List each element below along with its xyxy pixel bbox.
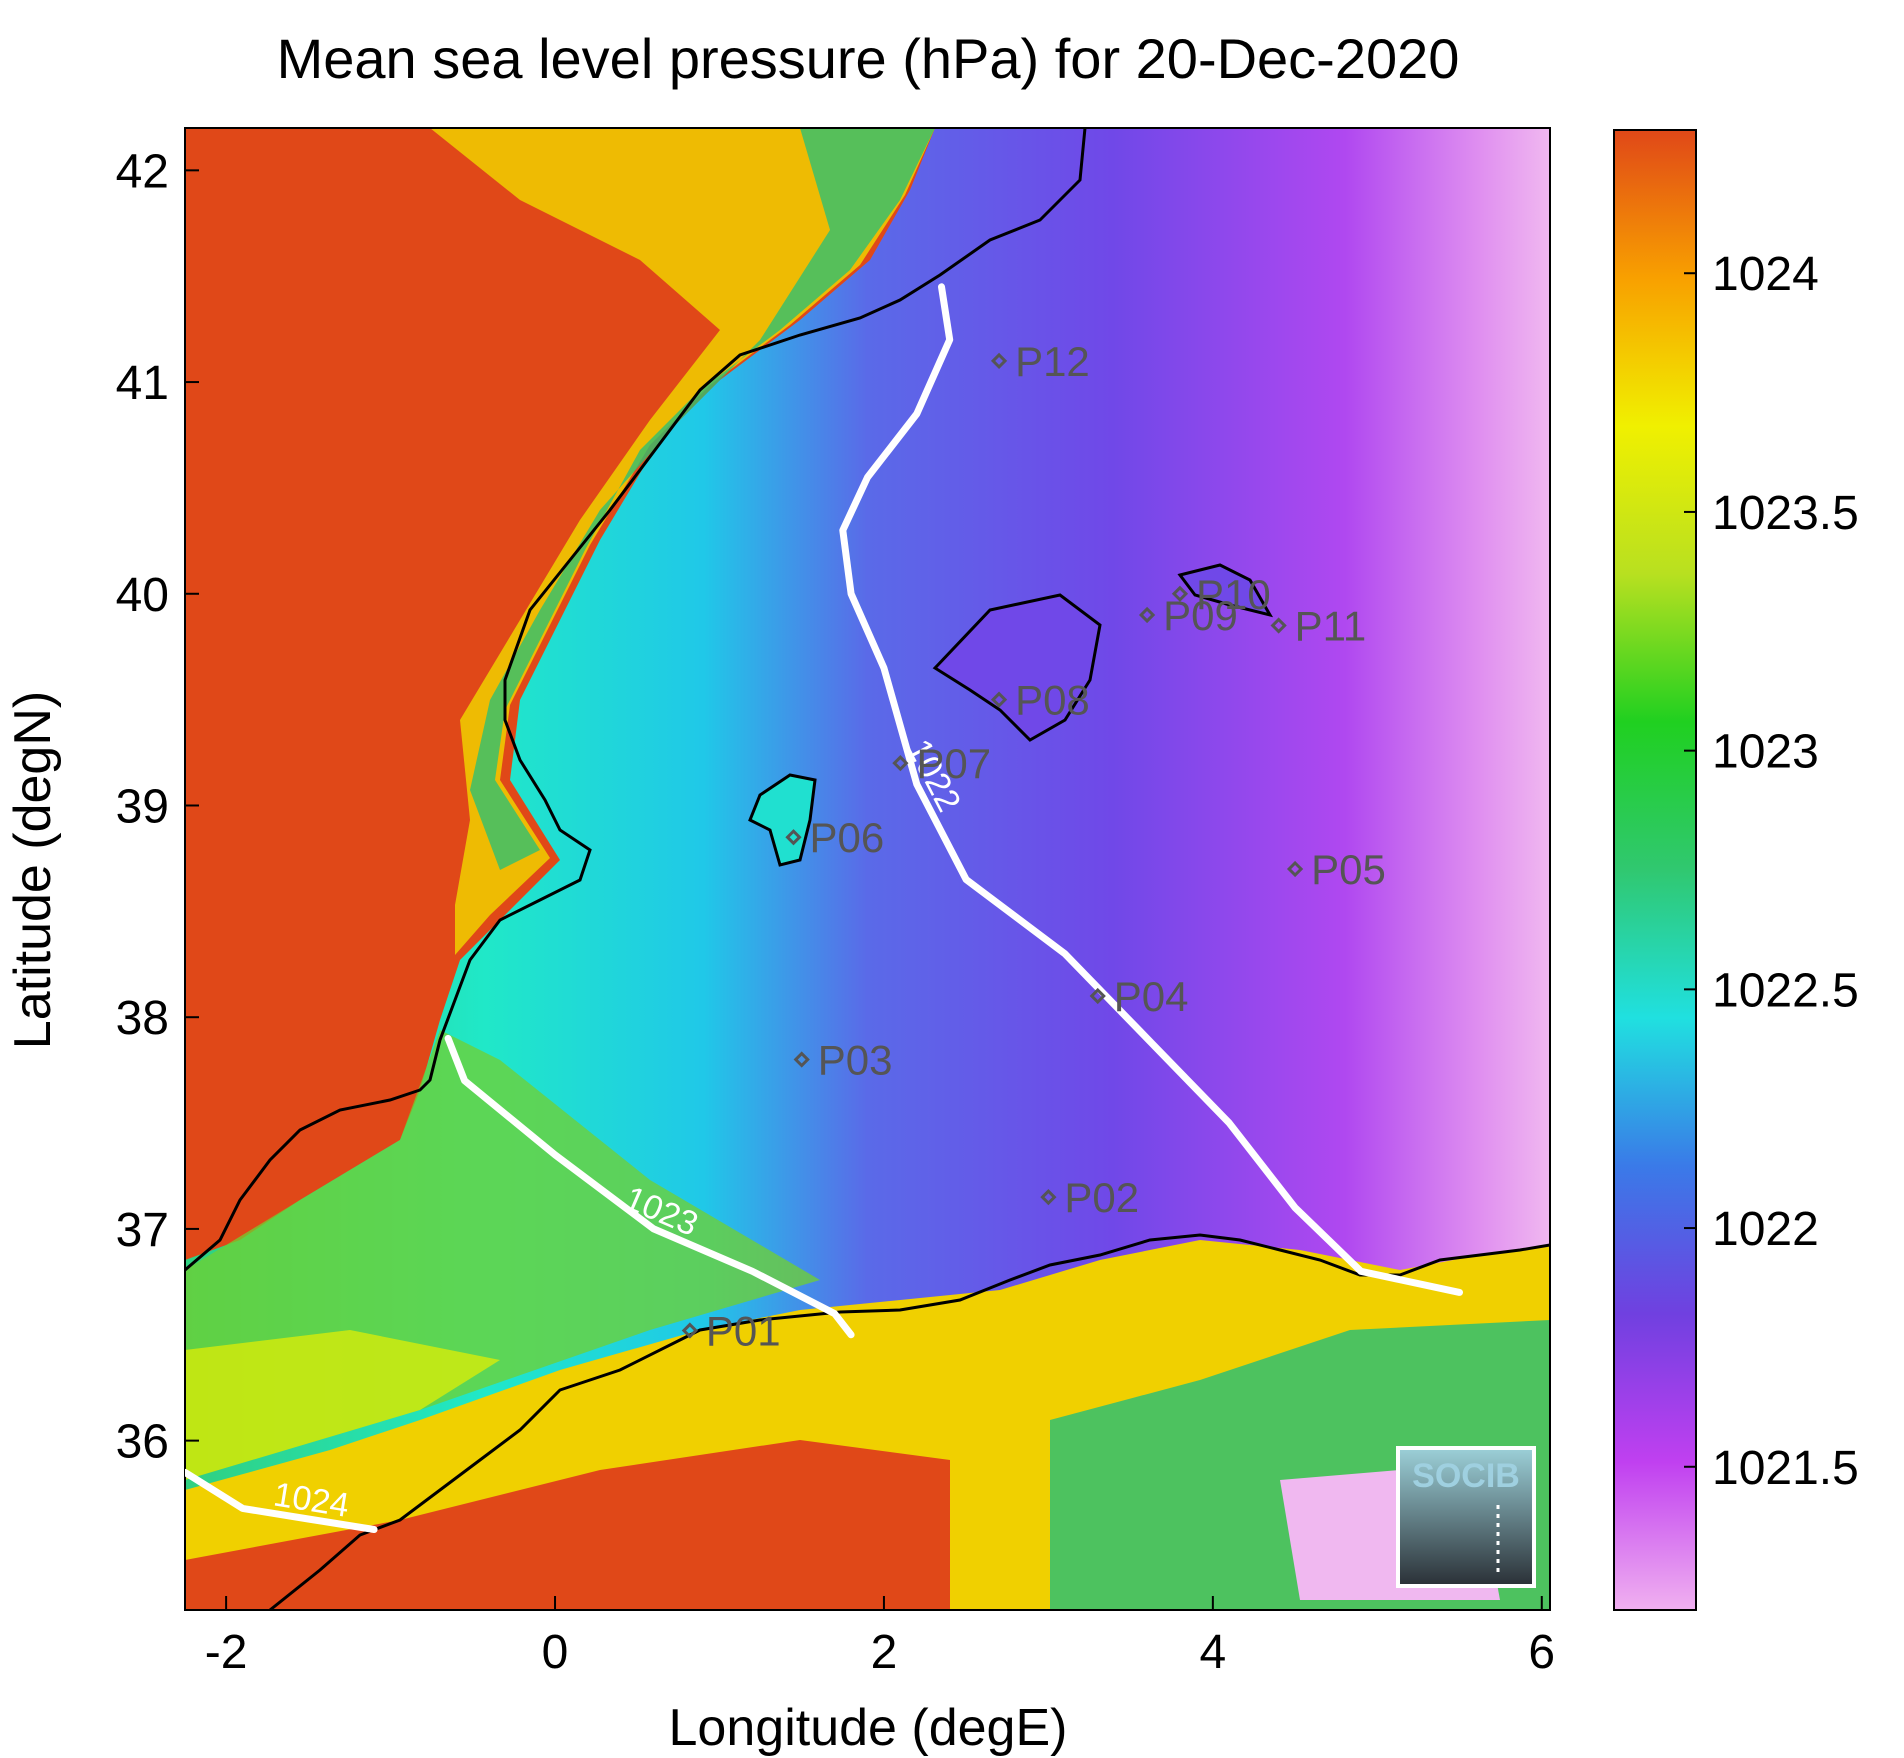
colorbar-tick-label: 1023.5 <box>1712 487 1859 540</box>
station-label-p08: P08 <box>1015 677 1090 724</box>
station-marker-p11 <box>1270 617 1287 634</box>
chart-title: Mean sea level pressure (hPa) for 20-Dec… <box>277 27 1460 90</box>
island-menorca <box>1177 563 1274 618</box>
station-marker-p08 <box>990 691 1008 708</box>
socib-logo-text: SOCIB <box>1412 1457 1520 1495</box>
sea-southwest-yellow <box>185 1330 500 1480</box>
colorbar-tick-label: 1023 <box>1712 726 1819 779</box>
station-marker-p09 <box>1138 606 1156 624</box>
station-label-p06: P06 <box>809 814 884 861</box>
socib-logo: SOCIB <box>1396 1446 1536 1588</box>
colorbar-tick-label: 1022 <box>1712 1203 1819 1256</box>
y-axis-ticks: 36 37 38 39 40 41 42 <box>116 145 199 1469</box>
station-marker-p01 <box>681 1322 699 1339</box>
station-label-p11: P11 <box>1295 603 1367 650</box>
station-label-p12: P12 <box>1015 338 1090 385</box>
station-marker-p05 <box>1286 860 1304 878</box>
y-tick-label: 39 <box>116 780 169 833</box>
y-tick-label: 37 <box>116 1204 169 1257</box>
land-iberia <box>185 128 935 1260</box>
island-ibiza <box>748 773 817 867</box>
station-label-p04: P04 <box>1114 973 1189 1020</box>
contour-1022 <box>839 283 1463 1296</box>
y-tick-label: 42 <box>116 145 169 198</box>
station-marker-p10 <box>1171 585 1189 602</box>
x-tick-label: 2 <box>871 1626 898 1679</box>
station-marker-p03 <box>793 1051 810 1068</box>
y-tick-label: 38 <box>116 992 169 1045</box>
island-mallorca <box>932 593 1102 742</box>
contour-1023 <box>444 1034 855 1339</box>
plot-frame <box>184 127 1551 1611</box>
x-tick-label: 6 <box>1528 1626 1555 1679</box>
colorbar-tick-label: 1021.5 <box>1712 1442 1859 1495</box>
y-tick-label: 40 <box>116 569 169 622</box>
station-label-p07: P07 <box>916 740 991 787</box>
station-label-p01: P01 <box>706 1308 781 1355</box>
station-label-p05: P05 <box>1311 846 1386 893</box>
land-iberia-green-strip <box>470 128 935 870</box>
y-tick-label: 41 <box>116 357 169 410</box>
colorbar-fill <box>1613 129 1697 1611</box>
station-label-p02: P02 <box>1064 1174 1139 1221</box>
map-area <box>185 128 1550 1610</box>
x-tick-label: -2 <box>205 1626 248 1679</box>
station-label-p10: P10 <box>1196 571 1271 618</box>
station-marker-p02 <box>1040 1189 1057 1206</box>
colorbar: 1021.5 1022 1022.5 1023 1023.5 1024 <box>1613 129 1859 1611</box>
station-marker-p12 <box>990 352 1008 370</box>
station-marker-p04 <box>1089 987 1106 1005</box>
x-tick-label: 4 <box>1200 1626 1227 1679</box>
station-marker-p07 <box>892 755 909 772</box>
y-axis-label: Latitude (degN) <box>4 691 62 1049</box>
station-label-p03: P03 <box>818 1037 893 1084</box>
x-axis-label: Longitude (degE) <box>669 1699 1068 1757</box>
colorbar-tick-label: 1022.5 <box>1712 964 1859 1017</box>
colorbar-ticks: 1021.5 1022 1022.5 1023 1023.5 1024 <box>1684 248 1859 1495</box>
colorbar-tick-label: 1024 <box>1712 248 1819 301</box>
land-north-africa-high <box>185 1440 950 1610</box>
station-marker-p06 <box>785 829 802 846</box>
coastline-iberia <box>185 128 1087 1272</box>
contour-1024 <box>185 1468 378 1533</box>
station-label-p09: P09 <box>1163 592 1238 639</box>
x-tick-label: 0 <box>542 1626 569 1679</box>
x-axis-ticks: -2 0 2 4 6 <box>205 1596 1555 1679</box>
y-tick-label: 36 <box>116 1416 169 1469</box>
